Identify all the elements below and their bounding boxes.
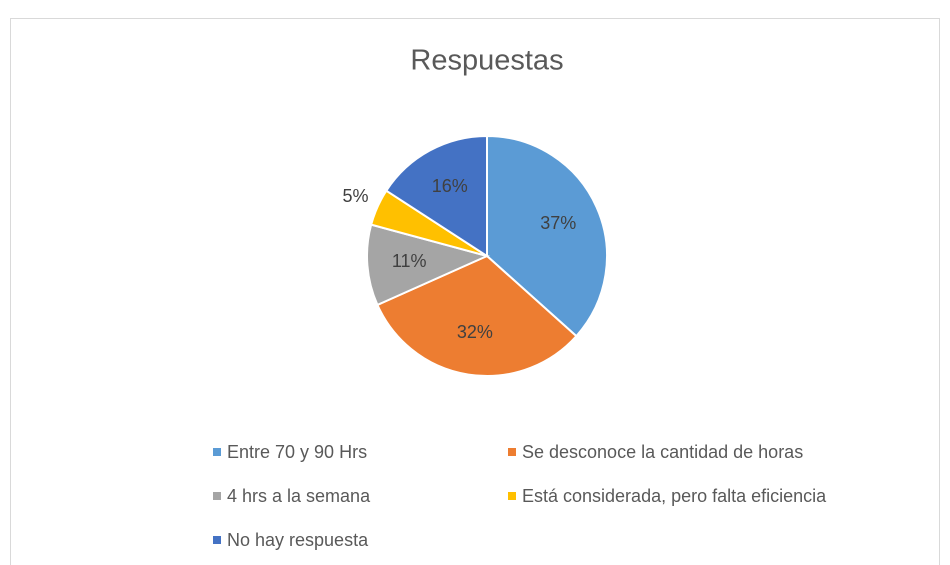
data-label: 5% <box>343 186 369 206</box>
legend-label: 4 hrs a la semana <box>227 486 371 506</box>
pie-slice <box>376 254 578 377</box>
legend-label: No hay respuesta <box>227 530 369 550</box>
legend-swatch <box>213 536 221 544</box>
data-label: 16% <box>432 176 468 196</box>
legend-label: Entre 70 y 90 Hrs <box>227 442 367 462</box>
legend-label: Se desconoce la cantidad de horas <box>522 442 803 462</box>
legend-label: Está considerada, pero falta eficiencia <box>522 486 827 506</box>
legend-swatch <box>508 448 516 456</box>
pie-slice <box>366 223 490 307</box>
chart-title: Respuestas <box>410 45 563 77</box>
pie-slice <box>384 134 488 258</box>
legend-swatch <box>213 448 221 456</box>
data-label: 32% <box>457 322 493 342</box>
data-label: 11% <box>392 251 427 271</box>
legend-swatch <box>213 492 221 500</box>
pie-slice <box>486 134 608 338</box>
legend-swatch <box>508 492 516 500</box>
data-label: 37% <box>540 213 576 233</box>
